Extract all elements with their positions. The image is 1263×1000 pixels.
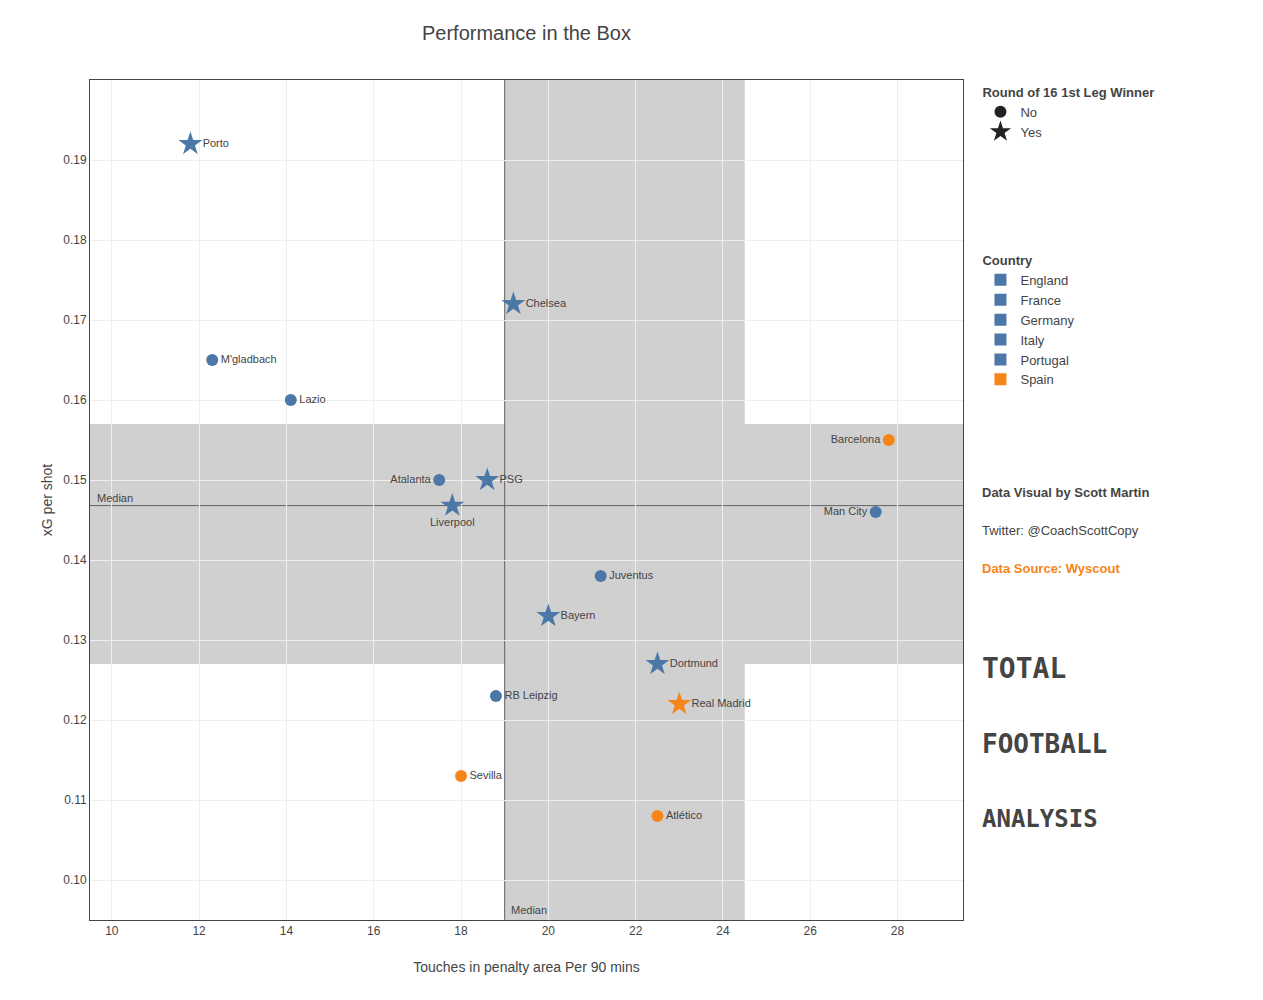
svg-text:Twitter: @CoachScottCopy: Twitter: @CoachScottCopy [982,523,1139,538]
svg-text:Spain: Spain [1020,372,1053,387]
svg-text:England: England [1020,273,1068,288]
svg-text:0.11: 0.11 [64,793,87,807]
svg-text:22: 22 [629,924,643,938]
svg-text:Touches in penalty area Per 90: Touches in penalty area Per 90 mins [413,959,639,975]
svg-text:Portugal: Portugal [1020,353,1069,368]
svg-text:No: No [1020,105,1037,120]
svg-text:Dortmund: Dortmund [670,657,718,669]
svg-text:Atlético: Atlético [666,809,702,821]
svg-text:10: 10 [105,924,119,938]
svg-text:Germany: Germany [1020,313,1074,328]
svg-text:RB Leipzig: RB Leipzig [504,689,557,701]
svg-text:Median: Median [511,904,547,916]
svg-text:Man City: Man City [824,505,868,517]
svg-text:Atalanta: Atalanta [390,473,431,485]
svg-text:0.13: 0.13 [63,633,87,647]
svg-text:0.12: 0.12 [63,713,87,727]
svg-text:16: 16 [367,924,381,938]
svg-text:Median: Median [97,492,133,504]
svg-text:Juventus: Juventus [609,569,654,581]
svg-text:0.17: 0.17 [63,313,87,327]
svg-text:Data Visual by Scott Martin: Data Visual by Scott Martin [982,485,1149,500]
svg-text:12: 12 [192,924,206,938]
svg-text:Porto: Porto [203,137,229,149]
svg-text:Yes: Yes [1020,125,1042,140]
svg-text:14: 14 [280,924,294,938]
svg-text:Performance in the Box: Performance in the Box [422,22,631,44]
svg-text:Bayern: Bayern [561,609,596,621]
svg-text:France: France [1020,293,1060,308]
svg-text:Chelsea: Chelsea [526,297,567,309]
svg-text:0.15: 0.15 [63,473,87,487]
svg-text:PSG: PSG [499,473,522,485]
svg-text:TOTAL: TOTAL [982,652,1066,685]
svg-text:0.16: 0.16 [63,393,87,407]
svg-text:Italy: Italy [1020,333,1044,348]
svg-text:M'gladbach: M'gladbach [221,353,277,365]
svg-text:Data Source: Wyscout: Data Source: Wyscout [982,561,1120,576]
svg-text:18: 18 [454,924,468,938]
svg-text:Liverpool: Liverpool [430,516,475,528]
svg-text:Real Madrid: Real Madrid [692,697,751,709]
svg-text:24: 24 [716,924,730,938]
svg-text:xG per shot: xG per shot [39,464,55,536]
svg-text:FOOTBALL: FOOTBALL [982,729,1107,759]
svg-text:26: 26 [804,924,818,938]
svg-text:Round of 16 1st Leg Winner: Round of 16 1st Leg Winner [982,85,1154,100]
svg-text:0.18: 0.18 [63,233,87,247]
svg-text:Barcelona: Barcelona [831,433,881,445]
svg-text:0.10: 0.10 [63,873,87,887]
svg-text:0.14: 0.14 [63,553,87,567]
svg-text:ANALYSIS: ANALYSIS [982,805,1098,833]
svg-text:28: 28 [891,924,905,938]
svg-text:20: 20 [542,924,556,938]
svg-text:Lazio: Lazio [299,393,325,405]
svg-text:Country: Country [982,253,1033,268]
svg-text:0.19: 0.19 [63,153,87,167]
svg-text:Sevilla: Sevilla [470,769,503,781]
